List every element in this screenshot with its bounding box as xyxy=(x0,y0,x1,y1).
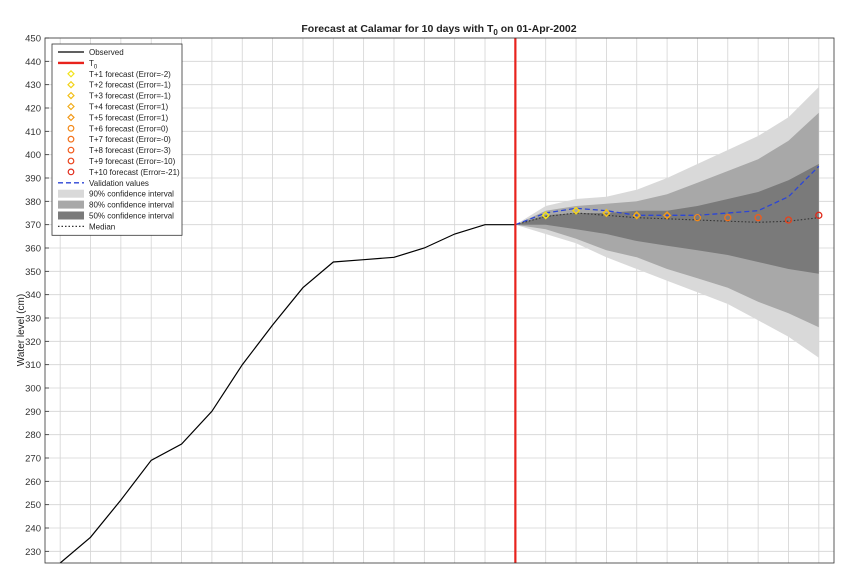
legend-swatch xyxy=(67,102,75,111)
y-tick-label: 280 xyxy=(25,430,41,441)
y-tick-label: 430 xyxy=(25,80,41,91)
y-tick-label: 250 xyxy=(25,500,41,511)
legend-label: T+8 forecast (Error=-3) xyxy=(89,146,171,155)
legend-label: Validation values xyxy=(89,179,149,188)
y-tick-label: 440 xyxy=(25,57,41,68)
validation-line xyxy=(515,165,820,226)
forecast-marker xyxy=(784,216,793,224)
legend-swatch xyxy=(58,200,84,209)
forecast-marker-ring xyxy=(573,207,580,214)
plot-area: 230 240 250 260 270 280 290 300 310 320 330 340 350 3… xyxy=(25,34,835,564)
y-tick-label: 320 xyxy=(25,337,41,348)
forecast-marker-ring xyxy=(664,212,671,219)
legend-swatch xyxy=(67,124,75,132)
y-tick-label: 260 xyxy=(25,477,41,488)
legend-label: Median xyxy=(89,222,115,231)
y-tick-label: 410 xyxy=(25,127,41,138)
legend-swatch xyxy=(67,168,75,176)
legend-swatch xyxy=(67,91,75,100)
y-tick-label: 360 xyxy=(25,244,41,255)
y-tick-label: 340 xyxy=(25,290,41,301)
chart-title: Forecast at Calamar for 10 days with T0 … xyxy=(301,23,576,37)
y-tick-label: 420 xyxy=(25,104,41,115)
forecast-marker xyxy=(693,214,702,222)
y-tick-label: 400 xyxy=(25,150,41,161)
y-tick-label: 380 xyxy=(25,197,41,208)
legend-label: T+7 forecast (Error=-0) xyxy=(89,135,171,144)
legend: Observed T0T+1 forecast (Error=-2) T+2 for… xyxy=(51,43,183,236)
y-tick-label: 370 xyxy=(25,220,41,231)
legend-swatch xyxy=(67,80,75,89)
forecast-marker-ring xyxy=(633,212,640,219)
legend-label: T+2 forecast (Error=-1) xyxy=(89,81,171,90)
legend-swatch xyxy=(67,135,75,143)
legend-label: T+9 forecast (Error=-10) xyxy=(89,157,176,166)
legend-label: T+3 forecast (Error=-1) xyxy=(89,92,171,101)
legend-label: T0 xyxy=(89,59,98,71)
y-tick-label: 390 xyxy=(25,174,41,185)
legend-label: T+5 forecast (Error=1) xyxy=(89,113,168,122)
legend-label: T+6 forecast (Error=0) xyxy=(89,124,168,133)
y-tick-label: 310 xyxy=(25,360,41,371)
axes-box xyxy=(44,37,835,564)
legend-label: Observed xyxy=(89,48,124,57)
forecast-marker xyxy=(754,214,762,222)
y-tick-label: 350 xyxy=(25,267,41,278)
legend-swatch xyxy=(67,113,75,122)
legend-swatch xyxy=(58,189,84,198)
plot-series xyxy=(59,87,823,563)
legend-swatch xyxy=(58,211,84,220)
y-tick-label: 240 xyxy=(25,524,41,535)
y-tick-label: 330 xyxy=(25,314,41,325)
forecast-marker xyxy=(815,211,823,219)
forecast-marker-ring xyxy=(542,212,549,219)
legend-swatch xyxy=(67,157,75,165)
y-tick-label: 450 xyxy=(25,34,41,45)
legend-swatch xyxy=(67,69,75,78)
forecast-marker-ring xyxy=(603,210,610,216)
legend-label: T+4 forecast (Error=1) xyxy=(89,103,168,112)
y-tick-label: 230 xyxy=(25,547,41,558)
y-tick-label: 270 xyxy=(25,454,41,465)
legend-label: 90% confidence interval xyxy=(89,190,174,199)
legend-swatch xyxy=(67,146,75,154)
y-tick-label: 290 xyxy=(25,407,41,418)
y-tick-label: 300 xyxy=(25,384,41,395)
y-axis-label: Water level (cm) xyxy=(16,294,27,366)
legend-label: 80% confidence interval xyxy=(89,201,174,210)
legend-label: T+10 forecast (Error=-21) xyxy=(89,168,180,177)
forecast-marker xyxy=(724,214,732,222)
observed-line xyxy=(59,224,516,563)
legend-label: 50% confidence interval xyxy=(89,212,174,221)
legend-label: T+1 forecast (Error=-2) xyxy=(89,70,171,79)
